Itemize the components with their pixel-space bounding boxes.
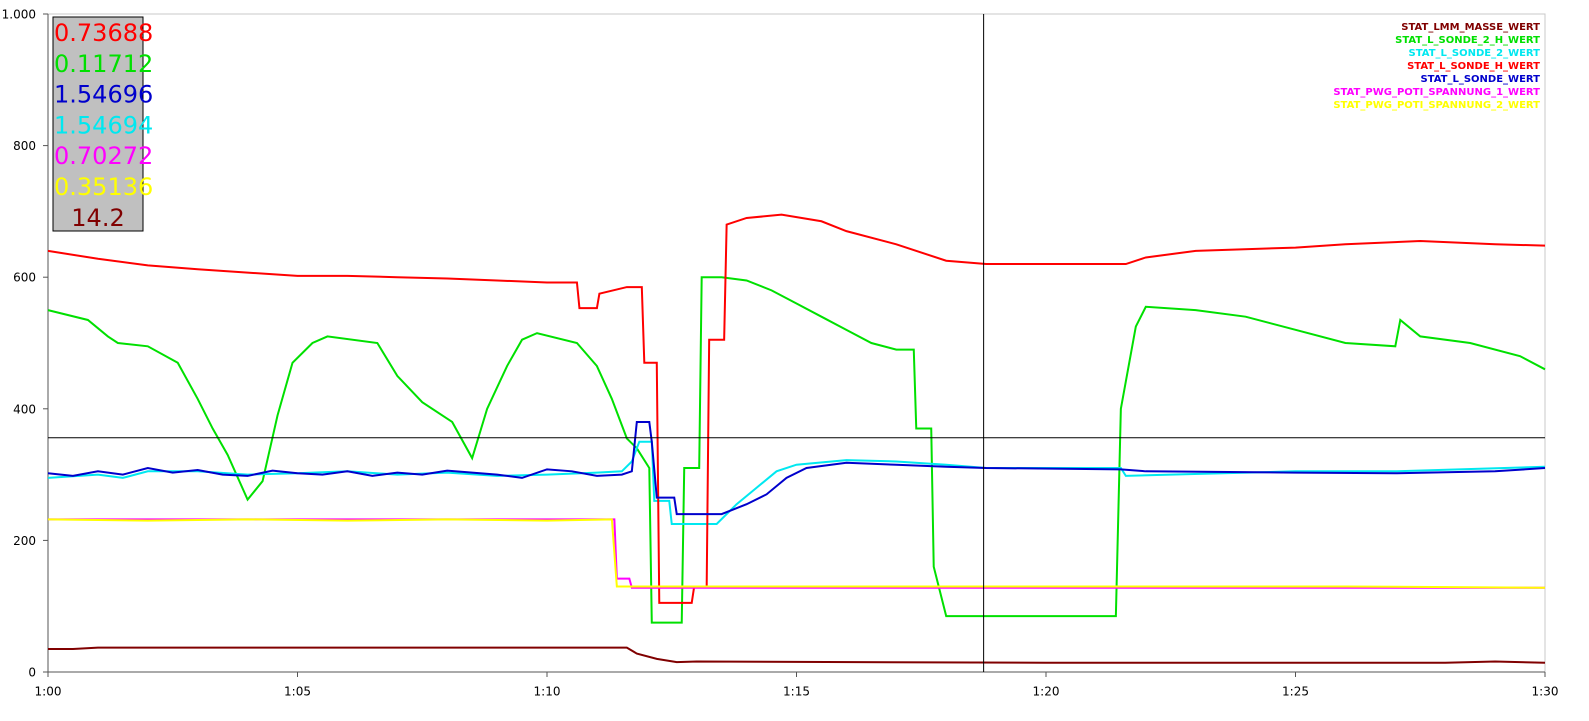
x-tick-label: 1:20 <box>1033 685 1060 699</box>
x-tick-label: 1:00 <box>35 685 62 699</box>
series-line <box>47 276 1546 624</box>
readout-value: 1.54694 <box>54 111 153 139</box>
y-tick-label: 800 <box>13 139 36 153</box>
legend-entry: STAT_L_SONDE_2_H_WERT <box>1395 35 1540 46</box>
legend-entry: STAT_L_SONDE_2_WERT <box>1409 48 1541 59</box>
x-tick-label: 1:05 <box>284 685 311 699</box>
plot-frame <box>47 13 1546 673</box>
readout-value: 0.73688 <box>54 19 153 47</box>
x-tick-label: 1:30 <box>1532 685 1559 699</box>
readout-value: 0.11712 <box>54 50 153 78</box>
y-tick-label: 200 <box>13 534 36 548</box>
legend-entry: STAT_L_SONDE_WERT <box>1420 74 1540 85</box>
readout-box <box>52 16 144 232</box>
legend-entry: STAT_PWG_POTI_SPANNUNG_1_WERT <box>1333 87 1540 98</box>
series-line <box>47 420 1546 516</box>
x-tick-label: 1:15 <box>783 685 810 699</box>
legend-entry: STAT_L_SONDE_H_WERT <box>1407 61 1540 72</box>
legend-entry: STAT_LMM_MASSE_WERT <box>1401 22 1540 33</box>
readout-value: 1.54696 <box>54 81 153 109</box>
readout-value: 0.70272 <box>54 142 153 170</box>
readout-value: 0.35136 <box>54 173 153 201</box>
x-tick-label: 1:10 <box>534 685 561 699</box>
y-tick-label: 600 <box>13 271 36 285</box>
legend-entry: STAT_PWG_POTI_SPANNUNG_2_WERT <box>1333 100 1540 111</box>
series-line <box>48 646 1546 664</box>
y-tick-label: 1.000 <box>2 8 36 22</box>
series-line <box>47 213 1546 604</box>
readout-value: 14.2 <box>71 204 124 232</box>
x-tick-label: 1:25 <box>1282 685 1309 699</box>
y-tick-label: 400 <box>13 402 36 416</box>
series-line <box>47 518 1546 589</box>
y-tick-label: 0 <box>28 666 36 680</box>
